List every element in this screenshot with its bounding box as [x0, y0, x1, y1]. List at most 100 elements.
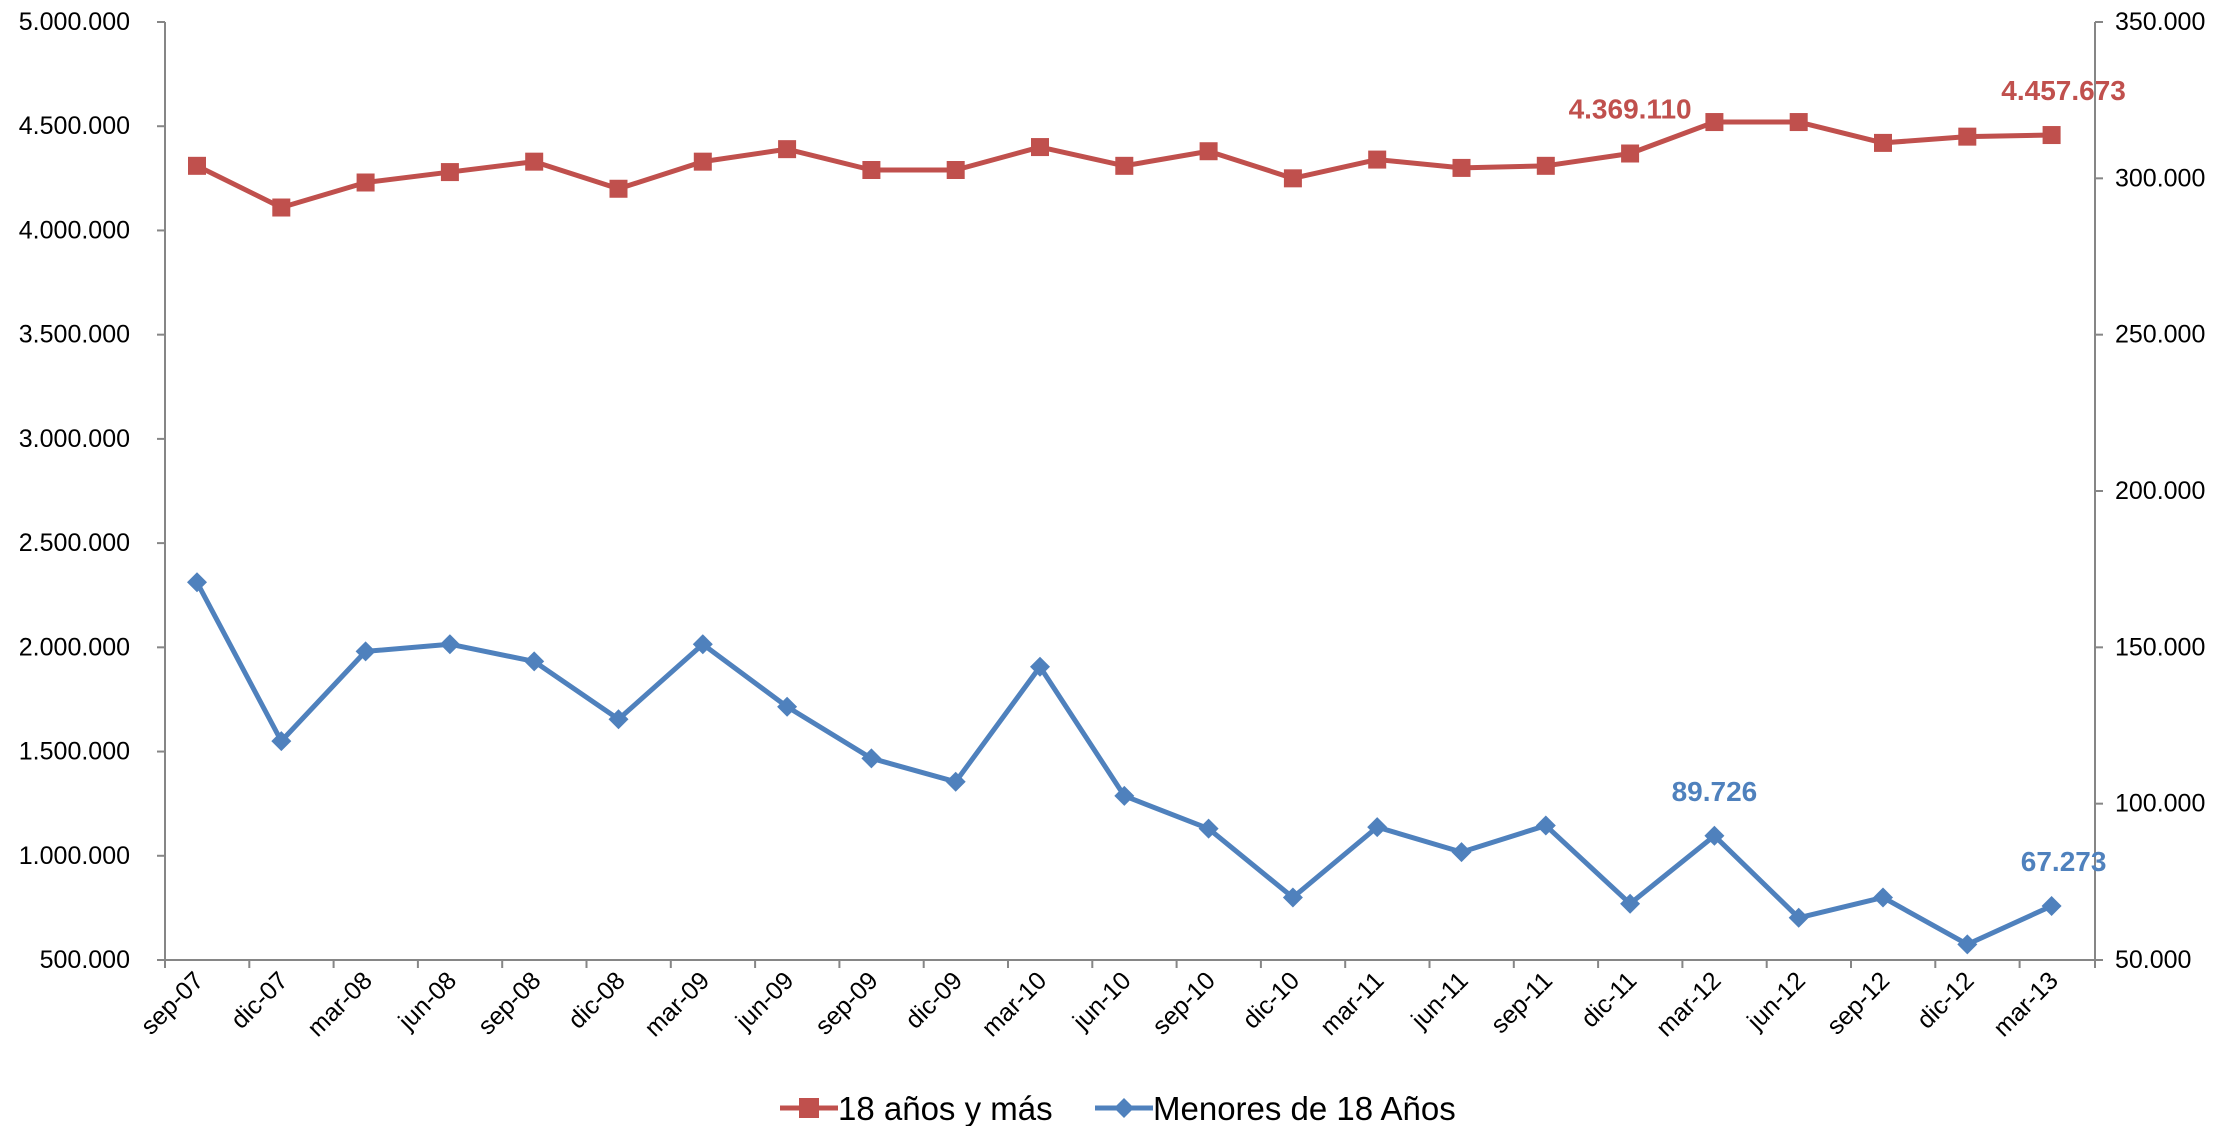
- x-axis-tick-label: dic-11: [1576, 966, 1643, 1033]
- x-axis-tick-label: dic-10: [1237, 966, 1305, 1034]
- x-axis-tick-label: mar-13: [1988, 966, 2064, 1042]
- data-point-adults: [525, 152, 544, 171]
- x-axis-tick-label: dic-12: [1912, 966, 1980, 1034]
- axes: [157, 21, 2103, 968]
- data-point-adults: [1368, 150, 1387, 169]
- data-point-adults: [188, 156, 206, 175]
- data-label-minors: 67.273: [2021, 846, 2107, 877]
- x-axis-tick-label: jun-10: [1067, 966, 1137, 1036]
- data-point-adults: [1536, 156, 1555, 175]
- x-axis-tick-label: mar-12: [1651, 966, 1727, 1042]
- data-point-minors: [2041, 895, 2062, 916]
- x-axis-tick-label: sep-08: [473, 966, 547, 1040]
- data-point-minors: [524, 651, 545, 672]
- x-axis-tick-label: mar-08: [302, 966, 378, 1042]
- data-point-minors: [1451, 842, 1472, 863]
- series: [187, 113, 2062, 955]
- data-point-minors: [777, 696, 798, 717]
- data-point-minors: [1704, 825, 1725, 846]
- data-point-minors: [271, 731, 292, 752]
- left-axis-tick-labels: 500.000 1.000.000 1.500.000 2.000.000 2.500.…: [19, 8, 130, 974]
- data-point-minors: [692, 634, 713, 655]
- x-axis-tick-label: jun-09: [730, 966, 800, 1036]
- data-point-minors: [861, 748, 882, 769]
- right-axis-tick-label: 300.000: [2115, 164, 2205, 192]
- data-point-minors: [187, 572, 207, 593]
- data-point-minors: [1620, 893, 1641, 914]
- x-axis-tick-label: sep-09: [810, 966, 884, 1040]
- legend-marker-adults: [799, 1098, 819, 1118]
- x-axis-tick-label: dic-07: [226, 966, 294, 1034]
- right-axis-tick-label: 100.000: [2115, 790, 2205, 818]
- data-point-adults: [862, 160, 881, 179]
- data-point-minors: [1030, 656, 1050, 677]
- x-axis-tick-label: jun-12: [1741, 966, 1811, 1036]
- data-point-adults: [1115, 156, 1134, 175]
- data-point-adults: [946, 160, 965, 179]
- data-point-adults: [1199, 142, 1218, 161]
- x-axis-tick-label: mar-09: [639, 966, 715, 1042]
- series-line-minors: [194, 581, 2053, 947]
- data-point-adults: [609, 179, 628, 198]
- left-axis-tick-label: 4.500.000: [19, 112, 130, 140]
- right-axis-tick-labels: 50.000 100.000 150.000 200.000 250.000 300.00…: [2115, 8, 2205, 974]
- data-point-minors: [1198, 818, 1219, 839]
- left-axis-tick-label: 3.500.000: [19, 321, 130, 349]
- data-point-minors: [1114, 785, 1135, 806]
- data-labels: 4.369.110 4.457.673 89.726 67.273: [1569, 75, 2126, 877]
- right-axis-tick-label: 50.000: [2115, 946, 2191, 974]
- x-axis-tick-label: jun-11: [1405, 966, 1473, 1034]
- x-axis-tick-label: sep-10: [1147, 966, 1221, 1040]
- x-axis-tick-labels: sep-07 dic-07 mar-08 jun-08 sep-08 dic-08 mar-…: [135, 966, 2063, 1042]
- legend-marker-minors: [1114, 1098, 1134, 1118]
- legend-label-adults: 18 años y más: [838, 1090, 1053, 1126]
- left-axis-tick-label: 3.000.000: [19, 425, 130, 453]
- x-axis-tick-label: sep-11: [1485, 966, 1558, 1039]
- data-point-minors: [1873, 887, 1893, 908]
- data-label-adults: 4.369.110: [1569, 94, 1692, 125]
- legend: 18 años y más Menores de 18 Años: [780, 1090, 1456, 1126]
- x-axis-tick-label: sep-07: [135, 966, 209, 1040]
- data-point-adults: [272, 198, 291, 217]
- data-point-adults: [1789, 113, 1808, 132]
- data-point-minors: [1957, 934, 1978, 955]
- data-point-adults: [1031, 138, 1049, 157]
- x-axis-tick-label: sep-12: [1821, 966, 1895, 1040]
- x-axis-tick-label: dic-09: [900, 966, 968, 1034]
- data-point-adults: [2042, 126, 2061, 145]
- data-point-minors: [355, 641, 376, 662]
- right-axis-tick-label: 200.000: [2115, 477, 2205, 505]
- data-point-adults: [778, 140, 797, 159]
- right-axis-tick-label: 250.000: [2115, 321, 2205, 349]
- data-point-adults: [1705, 113, 1724, 132]
- right-axis-tick-label: 350.000: [2115, 8, 2205, 36]
- data-point-minors: [1367, 817, 1388, 838]
- left-axis-tick-label: 1.000.000: [19, 842, 130, 870]
- x-axis-tick-label: mar-11: [1315, 966, 1389, 1040]
- data-label-minors: 89.726: [1672, 776, 1758, 807]
- data-point-adults: [1452, 158, 1471, 177]
- left-axis-tick-label: 4.000.000: [19, 216, 130, 244]
- data-point-adults: [1283, 169, 1302, 188]
- data-point-adults: [440, 163, 459, 182]
- left-axis-tick-label: 1.500.000: [19, 738, 130, 766]
- legend-label-minors: Menores de 18 Años: [1153, 1090, 1456, 1126]
- data-point-minors: [1788, 907, 1809, 928]
- data-point-minors: [945, 771, 966, 792]
- x-axis-tick-label: dic-08: [563, 966, 631, 1034]
- left-axis-tick-label: 5.000.000: [19, 8, 130, 36]
- data-point-adults: [1621, 144, 1640, 163]
- data-point-adults: [1874, 133, 1892, 152]
- right-axis-tick-label: 150.000: [2115, 633, 2205, 661]
- data-point-minors: [439, 634, 460, 655]
- x-axis-tick-label: jun-08: [392, 966, 462, 1036]
- left-axis-tick-label: 2.000.000: [19, 633, 130, 661]
- data-label-adults: 4.457.673: [2001, 75, 2126, 106]
- data-point-minors: [1282, 887, 1303, 908]
- data-point-adults: [1958, 127, 1977, 146]
- data-point-minors: [1535, 815, 1556, 836]
- x-axis-tick-label: mar-10: [976, 966, 1052, 1042]
- data-point-adults: [356, 173, 375, 192]
- data-point-minors: [608, 709, 629, 730]
